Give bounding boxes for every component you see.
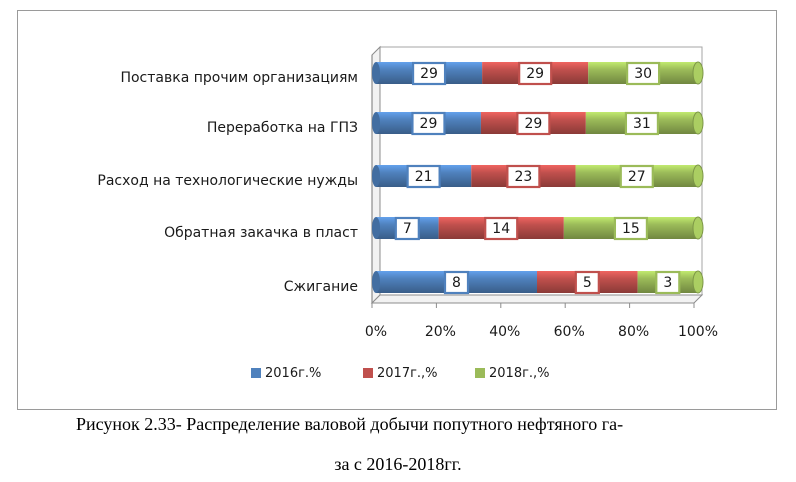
data-label-box — [394, 216, 420, 241]
data-label-box — [613, 216, 649, 241]
bar-left-cap — [372, 165, 380, 187]
bar-right-cap — [692, 270, 704, 294]
data-label-box — [655, 270, 681, 295]
data-label: 29 — [524, 116, 542, 132]
bar-left-cap — [372, 217, 380, 239]
data-label-box — [506, 164, 541, 189]
data-label-box — [406, 164, 441, 189]
data-label: 29 — [526, 66, 544, 82]
legend-label: 2016г.% — [265, 366, 321, 381]
data-label: 29 — [420, 66, 438, 82]
data-label-box — [619, 164, 654, 189]
x-tick-label: 100% — [678, 324, 718, 340]
figure-caption-line-2: за с 2016-2018гг. — [334, 454, 462, 474]
category-label: Обратная закачка в пласт — [164, 225, 358, 241]
chart-frame: 0% 20% 40% 60% 80% 100% Сжигание Обратная закач… — [17, 10, 777, 410]
data-label: 23 — [514, 169, 532, 185]
bar-right-cap — [692, 61, 704, 85]
data-label: 14 — [492, 221, 510, 237]
data-label: 3 — [663, 275, 672, 291]
figure-caption-line-1: Рисунок 2.33- Распределение валовой добы… — [76, 414, 624, 434]
data-label-box — [626, 61, 661, 86]
x-tick-label: 20% — [425, 324, 456, 340]
legend-label: 2018г.,% — [489, 366, 550, 381]
legend-label: 2017г.,% — [377, 366, 438, 381]
data-label: 21 — [415, 169, 433, 185]
bar-left-cap — [372, 62, 380, 84]
category-label: Переработка на ГПЗ — [207, 120, 358, 136]
x-tick-label: 80% — [618, 324, 649, 340]
stacked-bar-chart: 0% 20% 40% 60% 80% 100% Сжигание Обратная закач… — [97, 45, 718, 381]
data-label: 31 — [633, 116, 651, 132]
data-label: 5 — [583, 275, 592, 291]
data-label: 29 — [420, 116, 438, 132]
legend-swatch — [363, 368, 373, 378]
data-label: 27 — [628, 169, 646, 185]
legend-swatch — [475, 368, 485, 378]
bar-right-cap — [692, 164, 704, 188]
category-label: Поставка прочим организациям — [120, 70, 358, 86]
x-tick-label: 0% — [365, 324, 387, 340]
data-label-box — [574, 270, 600, 295]
data-label: 30 — [634, 66, 652, 82]
x-tick-label: 60% — [554, 324, 585, 340]
bar-right-cap — [692, 111, 704, 135]
bar-right-cap — [692, 216, 704, 240]
data-label-box — [443, 270, 470, 295]
bar-left-cap — [372, 112, 380, 134]
bar-left-cap — [372, 271, 380, 293]
category-label: Расход на технологические нужды — [97, 173, 358, 189]
data-label: 8 — [452, 275, 461, 291]
data-label: 7 — [403, 221, 412, 237]
data-label-box — [411, 61, 447, 86]
floor — [370, 294, 704, 304]
data-label-box — [624, 111, 660, 136]
data-label-box — [518, 61, 553, 86]
data-label-box — [411, 111, 446, 136]
data-label-box — [516, 111, 551, 136]
legend-swatch — [251, 368, 261, 378]
category-label: Сжигание — [284, 279, 358, 295]
data-label-box — [484, 216, 519, 241]
data-label: 15 — [622, 221, 640, 237]
x-tick-label: 40% — [489, 324, 520, 340]
